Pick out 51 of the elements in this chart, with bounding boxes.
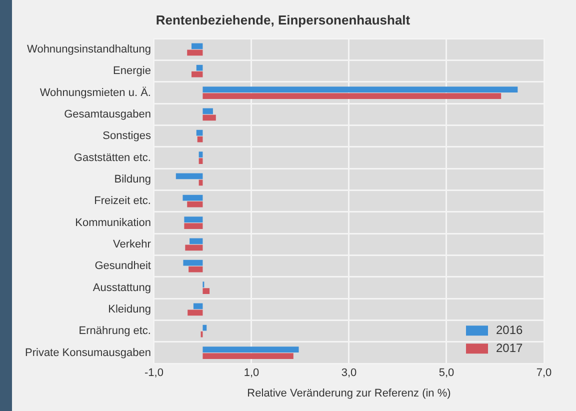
bar xyxy=(198,158,203,164)
bar xyxy=(198,152,203,158)
y-tick-label: Gesundheit xyxy=(94,260,151,272)
bar xyxy=(184,216,203,222)
y-tick-label: Ernährung etc. xyxy=(78,325,151,338)
legend-label: 2017 xyxy=(496,340,524,355)
bar xyxy=(192,71,203,78)
bar xyxy=(182,194,203,201)
bar xyxy=(202,346,299,352)
x-tick-label: -1,0 xyxy=(144,367,164,380)
bar xyxy=(202,353,294,359)
bar xyxy=(196,130,203,136)
bar xyxy=(202,288,210,294)
bar xyxy=(202,86,518,92)
y-tick-label: Bildung xyxy=(114,173,151,186)
bar xyxy=(193,303,203,310)
bar xyxy=(184,223,203,229)
bar xyxy=(176,173,203,180)
y-tick-label: Kleidung xyxy=(108,303,151,316)
bar xyxy=(187,201,203,208)
y-tick-label: Verkehr xyxy=(113,238,152,250)
legend-label: 2016 xyxy=(496,322,524,337)
bar xyxy=(183,260,203,266)
y-tick-label: Sonstiges xyxy=(102,130,152,142)
y-tick-label: Gesamtausgaben xyxy=(64,108,151,120)
y-tick-label: Private Konsumausgaben xyxy=(25,346,151,359)
bar xyxy=(202,93,502,99)
bar xyxy=(190,238,203,244)
y-tick-label: Ausstattung xyxy=(92,282,151,294)
y-tick-label: Wohnungsinstandhaltung xyxy=(27,43,151,56)
x-tick-label: 5,0 xyxy=(438,367,454,380)
bar xyxy=(187,50,203,56)
y-tick-label: Kommunikation xyxy=(75,216,151,229)
bar xyxy=(192,43,203,50)
bar xyxy=(188,310,203,316)
bar xyxy=(188,266,203,272)
bar xyxy=(185,244,203,251)
y-tick-label: Wohnungsmieten u. Ä. xyxy=(40,86,151,99)
y-tick-label: Freizeit etc. xyxy=(94,195,151,208)
y-tick-label: Gaststätten etc. xyxy=(74,152,151,164)
x-axis-title: Relative Veränderung zur Referenz (in %) xyxy=(247,387,451,400)
bar xyxy=(202,114,216,121)
bar xyxy=(197,136,203,142)
bar xyxy=(196,64,203,71)
x-tick-label: 3,0 xyxy=(341,367,357,380)
y-tick-label: Energie xyxy=(113,65,151,78)
x-tick-label: 1,0 xyxy=(244,367,260,380)
bar xyxy=(202,108,213,114)
chart-title: Rentenbeziehende, Einpersonenhaushalt xyxy=(156,12,411,28)
bar xyxy=(202,324,207,331)
x-tick-label: 7,0 xyxy=(536,367,552,380)
